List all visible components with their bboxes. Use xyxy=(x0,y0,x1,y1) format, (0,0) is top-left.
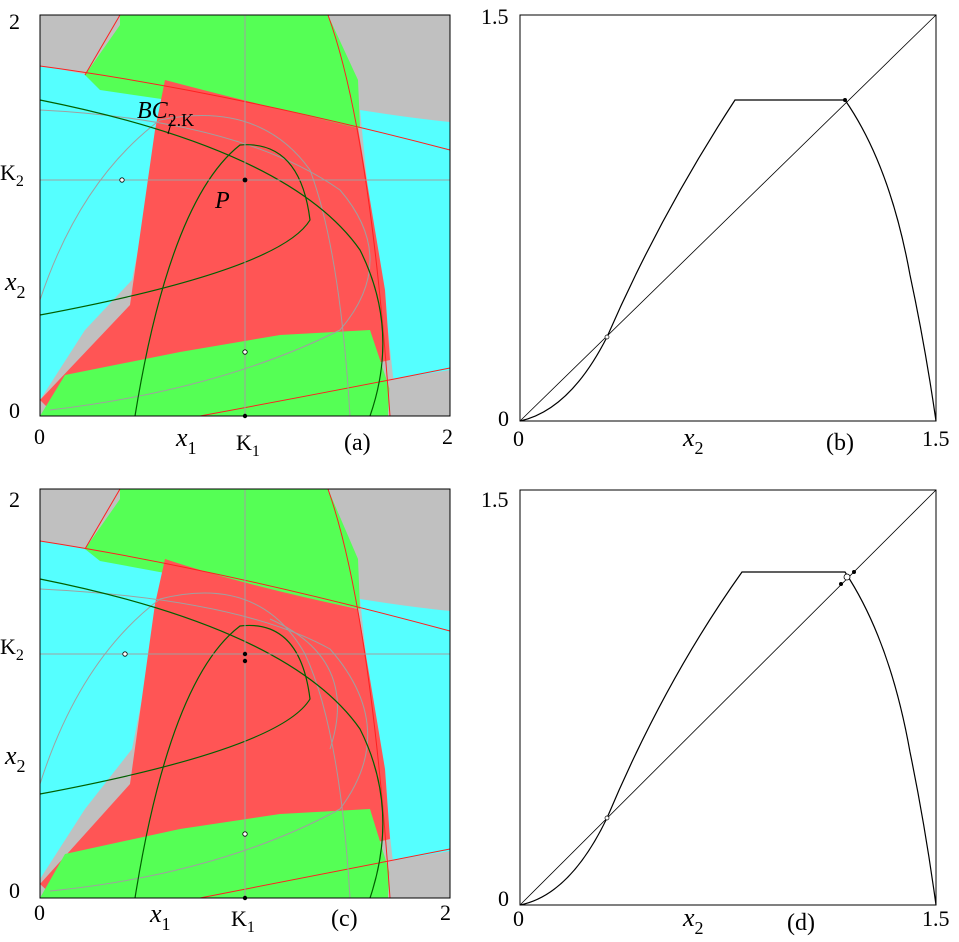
panel-c-plot xyxy=(39,488,451,901)
c-y-tick-top: 2 xyxy=(9,487,20,512)
c-y-axis-label: x2 xyxy=(4,741,26,776)
darkgreen-curve-1 xyxy=(39,578,384,899)
b-x-axis-label: x2 xyxy=(682,423,704,458)
c-x-axis-label: x1 xyxy=(149,899,171,934)
region-gray-bottomright xyxy=(388,851,450,898)
c-y-tick-zero: 0 xyxy=(9,878,20,903)
darkgreen-curve-2 xyxy=(39,144,311,417)
region-green-top xyxy=(85,15,360,128)
d-diagonal xyxy=(519,489,937,906)
b-point-upper xyxy=(843,98,847,102)
panel-d xyxy=(519,489,937,906)
d-y-tick-top: 1.5 xyxy=(481,487,509,512)
d-x-tick-zero: 0 xyxy=(513,906,524,931)
a-y-tick-zero: 0 xyxy=(9,398,20,423)
d-y-tick-zero: 0 xyxy=(498,886,509,911)
gray-curve-3 xyxy=(269,618,338,750)
b-diagonal xyxy=(519,14,937,422)
a-annotation-p: P xyxy=(214,188,230,214)
panel-c xyxy=(39,488,451,901)
a-x-axis-label: x1 xyxy=(175,423,197,458)
gray-curve-2 xyxy=(39,115,351,417)
red-curve-right xyxy=(327,14,391,417)
region-cyan-right xyxy=(360,110,450,400)
point-open-left xyxy=(119,177,125,183)
panel-d-frame xyxy=(519,489,937,906)
d-point-lower xyxy=(604,815,610,821)
b-y-tick-top: 1.5 xyxy=(481,4,509,29)
red-curve-bottom xyxy=(199,367,451,417)
a-y-axis-label: x2 xyxy=(4,267,26,302)
d-point-lower-2 xyxy=(839,582,843,586)
b-x-tick-right: 1.5 xyxy=(922,426,950,451)
panel-a-plot xyxy=(39,14,451,419)
a-annotation-bc: BC2.K xyxy=(137,98,194,130)
d-x-tick-right: 1.5 xyxy=(922,906,950,931)
a-annotation-arrow xyxy=(167,119,173,135)
darkgreen-curve-1 xyxy=(39,99,384,417)
panel-a: BC2.K P xyxy=(39,14,451,419)
gray-curve-1 xyxy=(39,588,369,892)
point-open-mid xyxy=(242,349,248,355)
a-x-tick-k1: K1 xyxy=(236,430,260,460)
region-cyan-left xyxy=(40,541,165,879)
point-open-left xyxy=(122,651,128,657)
d-panel-tag: (d) xyxy=(787,910,815,936)
a-x-tick-right: 2 xyxy=(442,424,453,449)
darkgreen-curve-2 xyxy=(39,624,311,899)
panel-c-frame xyxy=(39,488,451,899)
c-x-tick-right: 2 xyxy=(440,900,451,925)
panel-b-frame xyxy=(519,14,937,422)
b-map-curve xyxy=(519,99,937,422)
red-curve-left xyxy=(84,14,121,76)
gray-curve-1 xyxy=(39,109,371,411)
panel-a-frame xyxy=(39,14,451,417)
region-green-bottom xyxy=(40,330,390,416)
d-x-axis-label: x2 xyxy=(682,903,704,938)
d-point-open xyxy=(843,573,851,581)
gray-curve-2 xyxy=(39,592,351,899)
fixed-point-p xyxy=(242,177,248,183)
panel-b xyxy=(519,14,937,422)
point-upper xyxy=(242,651,248,657)
b-panel-tag: (b) xyxy=(826,430,854,456)
red-curve-top xyxy=(39,540,451,632)
point-upper-2 xyxy=(242,658,248,664)
panel-a-points xyxy=(119,177,248,419)
region-green-top xyxy=(85,489,360,609)
region-green-bottom xyxy=(40,809,390,898)
d-map-curve xyxy=(519,571,937,906)
region-red xyxy=(40,80,390,415)
a-y-tick-k2: K2 xyxy=(0,160,24,190)
c-x-tick-k1: K1 xyxy=(231,906,255,936)
a-x-tick-zero: 0 xyxy=(34,424,45,449)
b-point-lower xyxy=(604,334,610,340)
red-curve-bottom xyxy=(199,848,451,899)
region-cyan-left xyxy=(40,66,165,400)
c-x-tick-zero: 0 xyxy=(34,900,45,925)
red-curve-left xyxy=(84,488,121,550)
red-curve-top xyxy=(39,65,451,151)
b-y-tick-zero: 0 xyxy=(498,406,509,431)
a-panel-tag: (a) xyxy=(344,430,371,456)
d-point-upper xyxy=(852,570,856,574)
a-y-tick-top: 2 xyxy=(9,9,20,34)
c-y-tick-k2: K2 xyxy=(0,634,24,664)
region-cyan-right xyxy=(360,599,450,884)
c-panel-tag: (c) xyxy=(331,906,358,932)
red-curve-right xyxy=(327,488,391,899)
region-gray-bottomright xyxy=(388,370,450,416)
panel-c-points xyxy=(122,651,248,901)
b-x-tick-zero: 0 xyxy=(513,426,524,451)
point-open-mid xyxy=(242,831,248,837)
